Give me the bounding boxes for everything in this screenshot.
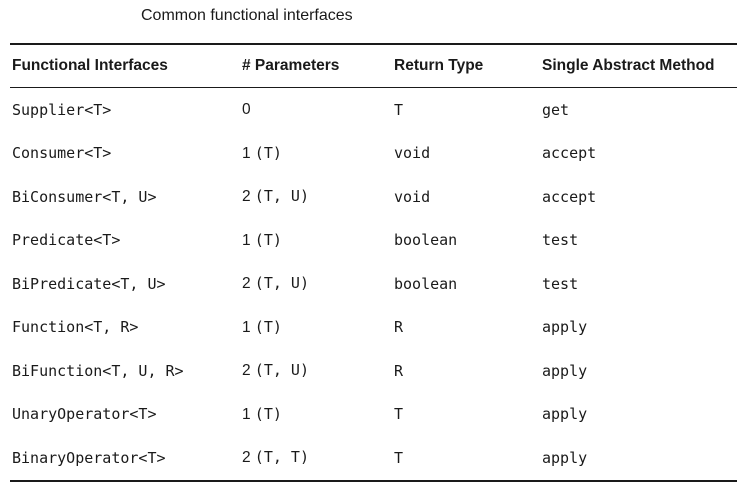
cell-parameters: 2 (T, T) (242, 436, 394, 480)
table-header-rule (10, 87, 737, 88)
cell-return-type: R (394, 361, 404, 380)
cell-parameters: 2 (T, U) (242, 262, 394, 306)
parameters-types: (T, U) (254, 187, 309, 206)
cell-parameters: 1 (T) (242, 393, 394, 437)
table-row: BiConsumer<T, U> 2 (T, U) void accept (10, 175, 737, 219)
header-parameters: # Parameters (242, 57, 340, 74)
cell-method: test (542, 231, 579, 250)
cell-interface: BiPredicate<T, U> (12, 274, 166, 293)
table-row: Consumer<T> 1 (T) void accept (10, 132, 737, 176)
table-top-rule (10, 43, 737, 45)
cell-parameters: 1 (T) (242, 306, 394, 350)
cell-interface: UnaryOperator<T> (12, 405, 157, 424)
cell-interface: BinaryOperator<T> (12, 448, 166, 467)
parameters-count: 0 (242, 100, 251, 118)
parameters-count: 1 (242, 144, 251, 162)
table-row: BiPredicate<T, U> 2 (T, U) boolean test (10, 262, 737, 306)
table-bottom-rule (10, 479, 737, 482)
cell-interface: Function<T, R> (12, 318, 139, 337)
parameters-types: (T, U) (254, 361, 309, 380)
cell-parameters: 2 (T, U) (242, 349, 394, 393)
cell-parameters: 1 (T) (242, 132, 394, 176)
cell-interface: Consumer<T> (12, 144, 112, 163)
parameters-count: 1 (242, 405, 251, 423)
parameters-count: 1 (242, 318, 251, 336)
table-header-row: Functional Interfaces # Parameters Retur… (10, 45, 737, 87)
cell-return-type: T (394, 100, 404, 119)
cell-return-type: boolean (394, 231, 458, 250)
cell-method: apply (542, 361, 588, 380)
cell-method: apply (542, 405, 588, 424)
cell-return-type: T (394, 405, 404, 424)
parameters-types: (T) (254, 404, 282, 423)
cell-parameters: 0 (242, 88, 394, 132)
cell-return-type: boolean (394, 274, 458, 293)
parameters-count: 1 (242, 231, 251, 249)
cell-interface: BiConsumer<T, U> (12, 187, 157, 206)
cell-method: apply (542, 318, 588, 337)
cell-return-type: T (394, 448, 404, 467)
header-return-type: Return Type (394, 57, 484, 74)
parameters-count: 2 (242, 188, 251, 206)
parameters-count: 2 (242, 362, 251, 380)
cell-interface: Supplier<T> (12, 100, 112, 119)
cell-method: test (542, 274, 579, 293)
cell-interface: BiFunction<T, U, R> (12, 361, 184, 380)
parameters-count: 2 (242, 449, 251, 467)
table: Functional Interfaces # Parameters Retur… (10, 45, 737, 87)
cell-return-type: void (394, 187, 431, 206)
cell-parameters: 1 (T) (242, 219, 394, 263)
parameters-types: (T, U) (254, 274, 309, 293)
cell-interface: Predicate<T> (12, 231, 121, 250)
parameters-count: 2 (242, 275, 251, 293)
parameters-types: (T, T) (254, 448, 309, 467)
parameters-types: (T) (254, 317, 282, 336)
table-row: Predicate<T> 1 (T) boolean test (10, 219, 737, 263)
header-functional-interfaces: Functional Interfaces (12, 57, 168, 74)
parameters-types: (T) (254, 143, 282, 162)
cell-parameters: 2 (T, U) (242, 175, 394, 219)
parameters-types: (T) (254, 230, 282, 249)
cell-return-type: R (394, 318, 404, 337)
cell-method: accept (542, 144, 597, 163)
cell-method: accept (542, 187, 597, 206)
header-single-abstract-method: Single Abstract Method (542, 57, 715, 74)
cell-method: get (542, 100, 570, 119)
cell-method: apply (542, 448, 588, 467)
table-caption: Common functional interfaces (141, 7, 353, 24)
cell-return-type: void (394, 144, 431, 163)
functional-interfaces-table: Functional Interfaces # Parameters Retur… (10, 43, 737, 482)
